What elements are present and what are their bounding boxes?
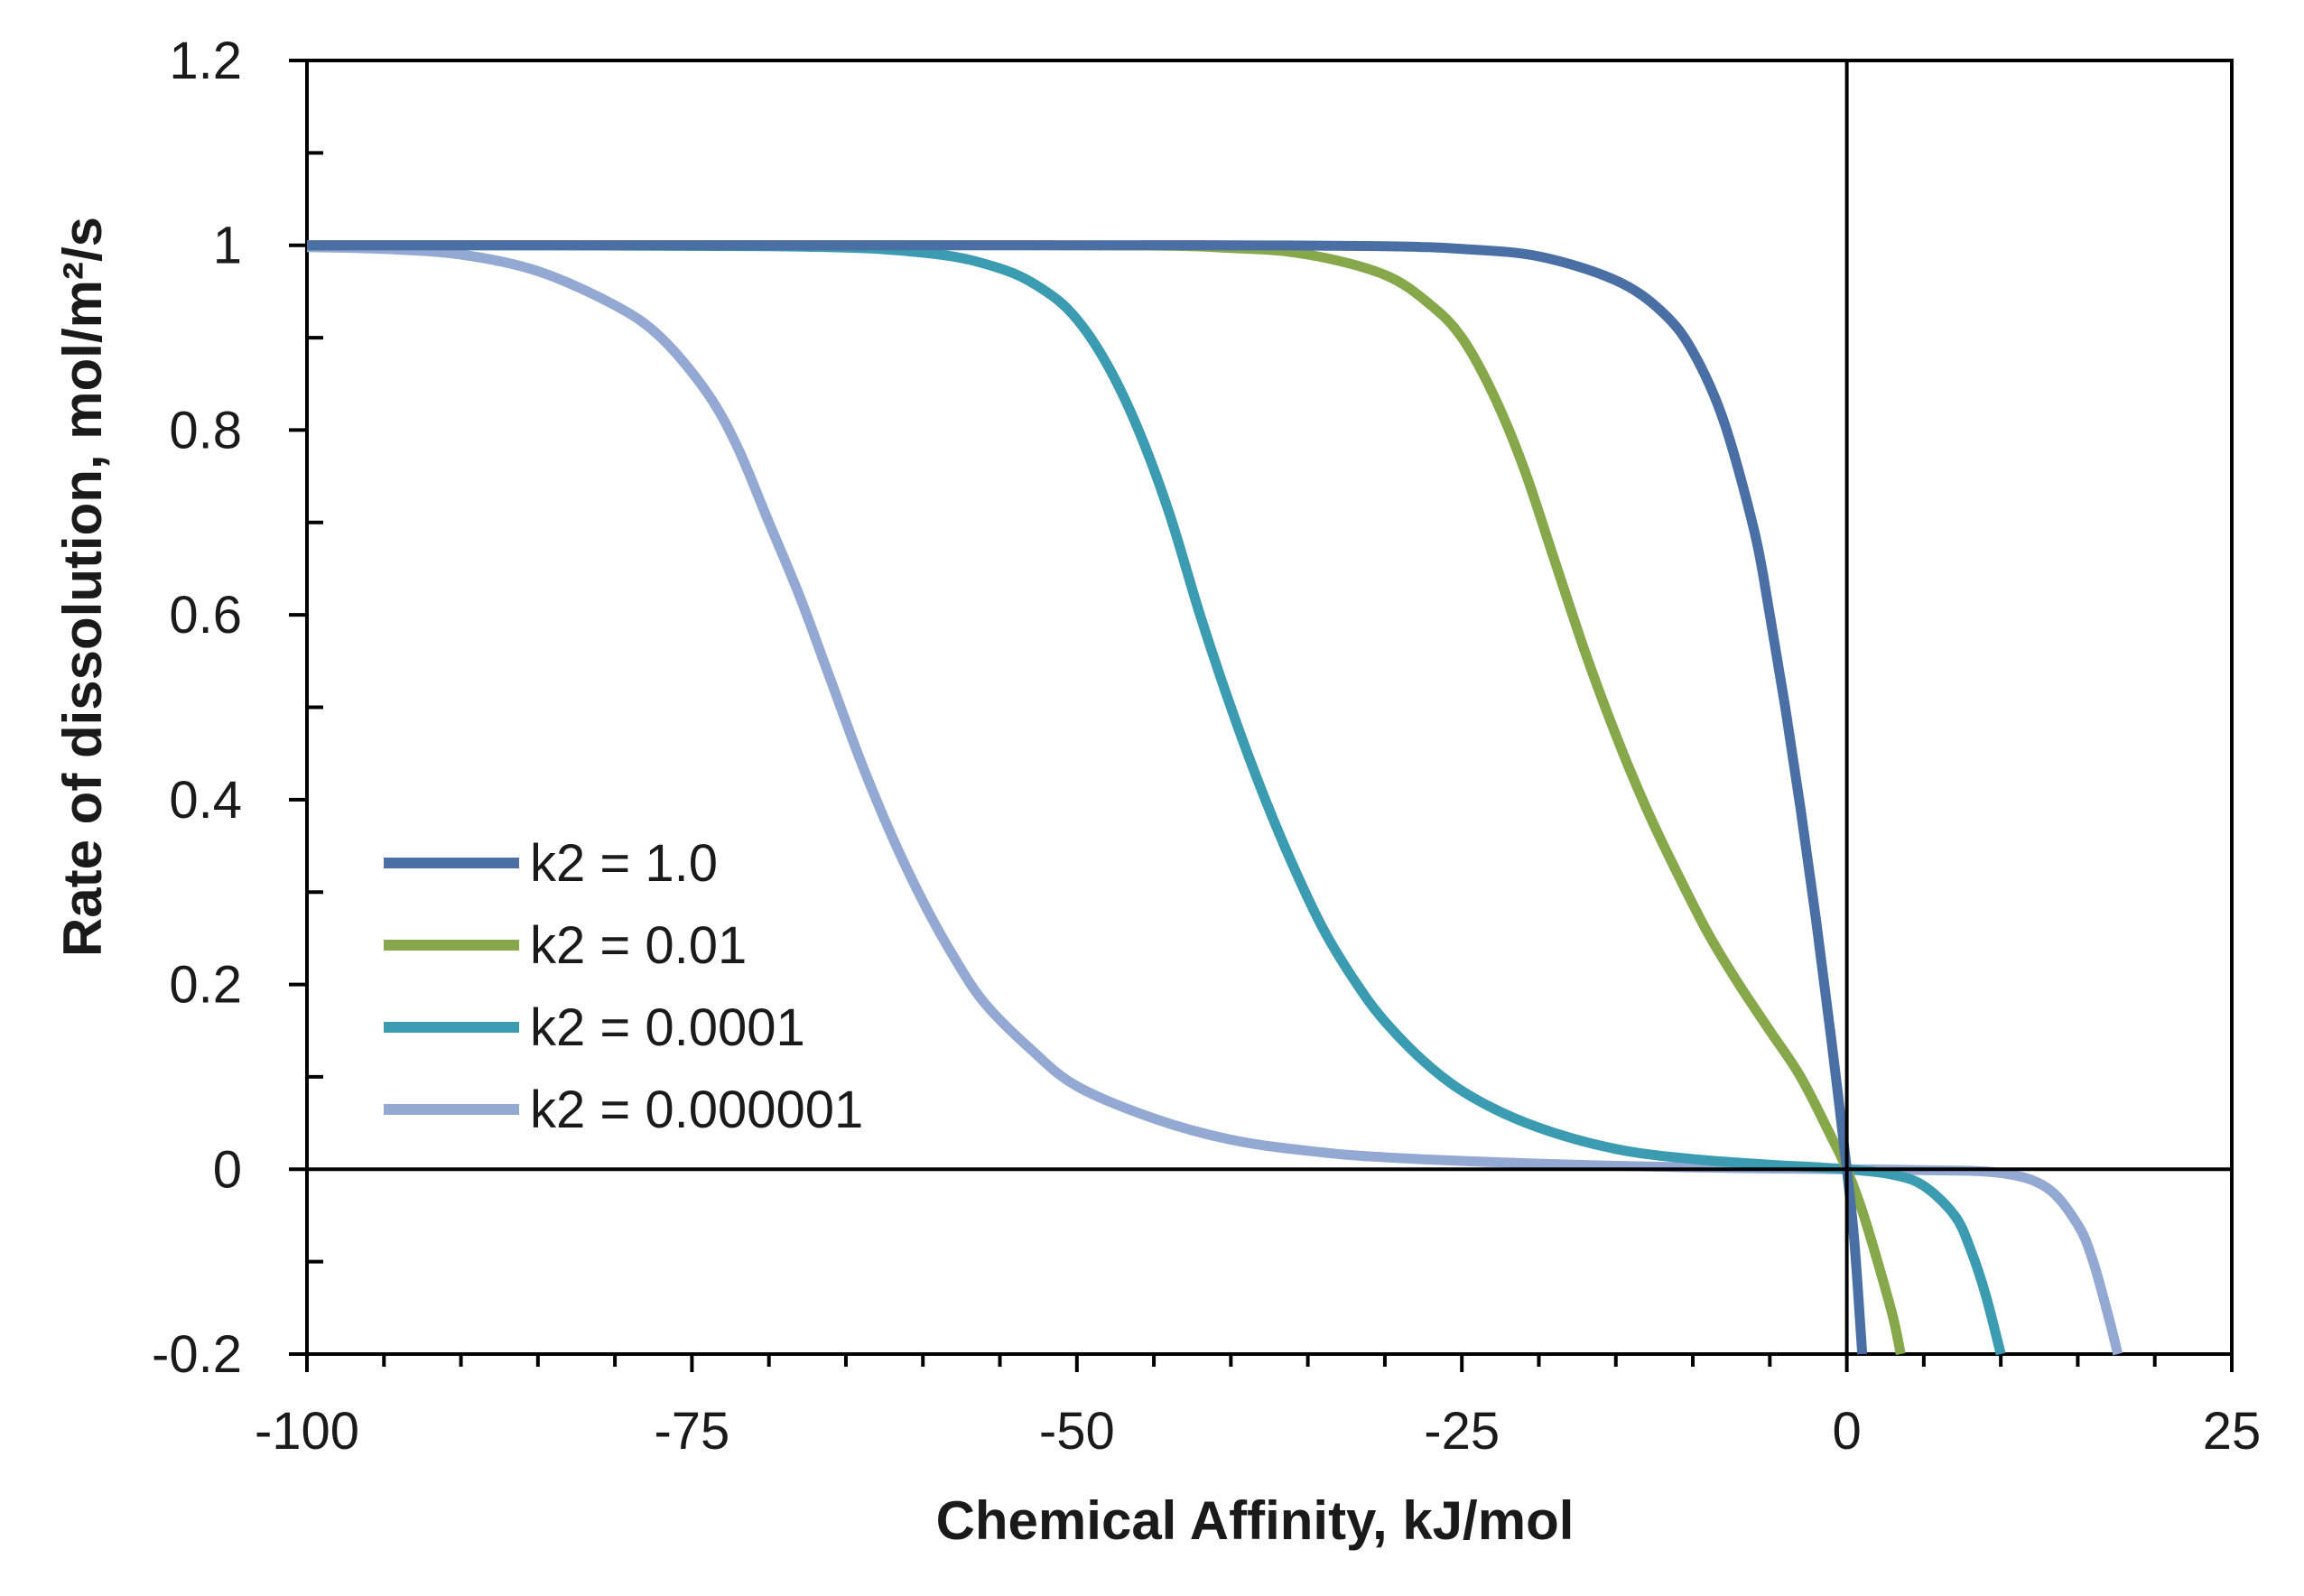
y-tick-labels: -0.2 0 0.2 0.4 0.6 0.8 1 1.2: [152, 32, 242, 1384]
legend-label-4: k2 = 0.000001: [530, 1081, 863, 1139]
y-tick-label: 0.8: [169, 401, 242, 459]
x-tick-label: 0: [1832, 1402, 1861, 1461]
legend-label-2: k2 = 0.01: [530, 916, 747, 975]
minor-ticks: [289, 59, 2234, 1372]
series-line-3: [306, 240, 2006, 1356]
x-tick-label: -75: [654, 1402, 729, 1461]
y-tick-label: -0.2: [152, 1325, 242, 1384]
legend-label-3: k2 = 0.0001: [530, 998, 805, 1057]
x-tick-label: -100: [255, 1402, 359, 1461]
x-axis-title: Chemical Affinity, kJ/mol: [936, 1490, 1575, 1551]
y-tick-label: 0.6: [169, 586, 242, 645]
y-tick-label: 1: [213, 217, 242, 275]
y-tick-label: 0: [213, 1140, 242, 1199]
y-tick-label: 0.4: [169, 771, 242, 830]
x-tick-label: 25: [2203, 1402, 2262, 1461]
x-tick-label: -50: [1039, 1402, 1115, 1461]
zero-lines: [307, 60, 2232, 1354]
series-line-1: [307, 240, 1868, 1355]
y-tick-label: 1.2: [169, 32, 242, 90]
legend-label-1: k2 = 1.0: [530, 834, 718, 893]
x-tick-labels: -100 -75 -50 -25 0 25: [255, 1402, 2261, 1461]
y-axis-title: Rate of dissolution, mol/m²/s: [52, 217, 113, 957]
legend: k2 = 1.0 k2 = 0.01 k2 = 0.0001 k2 = 0.00000…: [384, 834, 863, 1139]
y-tick-label: 0.2: [169, 956, 242, 1015]
x-tick-label: -25: [1424, 1402, 1500, 1461]
